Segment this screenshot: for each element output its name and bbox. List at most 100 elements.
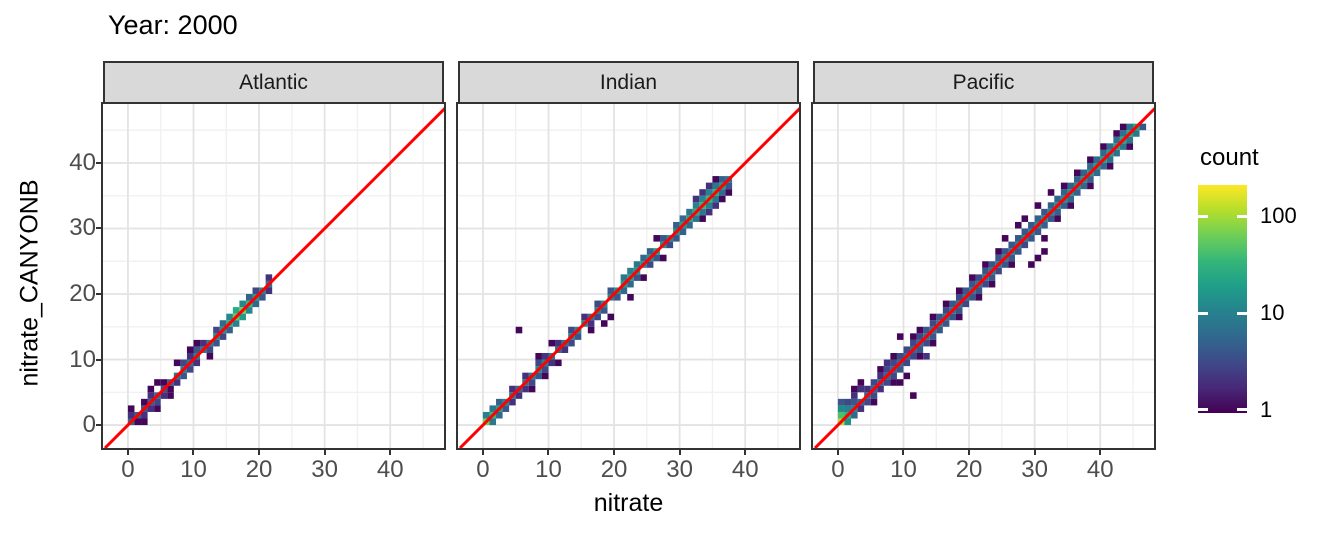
bin-rect [200,339,207,347]
bin-rect [587,326,595,334]
bin-rect [193,346,201,353]
bin-rect [1034,228,1042,236]
x-tick-label: 30 [311,456,338,483]
bin-rect [1087,182,1094,190]
x-tick-mark [258,448,261,455]
bin-rect [929,333,937,340]
bin-rect [1008,261,1015,268]
x-axis-title: nitrate [593,489,664,517]
bin-rect [877,385,884,393]
bin-rect [1126,136,1134,144]
bin-rect [903,346,911,353]
bin-rect [929,320,937,327]
bin-rect [1034,215,1042,222]
x-tick-label: 10 [180,456,207,483]
bin-rect [154,398,161,406]
bin-rect [1067,195,1074,203]
bin-rect [607,313,615,321]
bin-rect [1093,169,1101,177]
x-tick-mark [547,448,550,455]
bin-rect [712,195,719,203]
bin-rect [147,392,155,399]
bin-rect [541,352,549,360]
bin-rect [851,398,858,406]
bin-rect [995,254,1002,262]
bin-rect [659,254,667,262]
bin-rect [725,189,733,196]
bin-rect [923,339,930,347]
bin-rect [607,287,615,295]
bin-rect [699,195,706,203]
bin-rect [259,294,266,301]
bin-rect [955,287,963,295]
bin-rect [1060,189,1068,196]
bin-rect [942,300,950,308]
bin-rect [1041,248,1048,255]
x-tick-label: 10 [535,456,562,483]
bin-rect [686,208,693,216]
bin-rect [167,385,174,393]
bin-rect [1028,261,1035,268]
bin-rect [1087,162,1094,170]
bin-rect [1100,149,1107,157]
bin-rect [883,359,891,367]
bin-rect [955,294,963,301]
x-tick-mark [1099,448,1102,455]
bin-rect [692,202,700,209]
bin-rect [699,208,706,216]
bin-rect [666,241,674,249]
bin-rect [870,379,878,386]
bin-rect [627,294,634,301]
x-tick-mark [902,448,905,455]
bin-rect [988,280,996,288]
bin-rect [587,320,595,327]
bin-rect [910,352,917,360]
bin-rect [1119,123,1127,131]
bin-rect [1054,208,1061,216]
bin-rect [141,398,148,406]
bin-rect [1047,215,1055,222]
bin-rect [252,287,260,295]
bin-rect [568,326,575,334]
bin-rect [1139,123,1147,131]
bin-rect [555,339,562,347]
x-tick-mark [836,448,839,455]
bin-rect [541,372,549,380]
bin-rect [265,274,273,281]
facet-strip-label: Pacific [952,70,1015,94]
identity-line [458,107,799,448]
bin-rect [653,235,660,242]
bin-rect [1100,143,1107,150]
facet-strip-atlantic: Atlantic [103,61,444,104]
bin-rect [206,346,214,353]
facet-panel-atlantic [101,102,446,450]
legend-title: count [1200,144,1259,171]
y-tick-mark [96,358,103,361]
x-tick-label: 40 [1086,456,1114,483]
x-tick-mark [744,448,747,455]
bin-rect [640,254,647,262]
bin-rect [627,267,634,275]
bin-rect [1008,241,1015,249]
bin-rect [594,300,601,308]
x-tick-label: 10 [890,456,917,483]
facet-strip-indian: Indian [458,61,799,104]
legend-tick-mark [1198,311,1208,315]
bin-rect [141,418,148,426]
bin-rect [837,411,845,419]
bin-rect [627,280,634,288]
bin-rect [239,313,246,321]
y-tick-mark [96,227,103,230]
bin-rect [864,385,871,393]
y-tick-label: 30 [69,214,96,242]
bin-rect [864,398,871,406]
bin-rect [186,352,194,360]
bin-rect [857,385,865,393]
panel-canvas [458,104,799,448]
x-tick-label: 0 [121,456,135,483]
bin-rect [949,300,956,308]
bin-rect [535,352,542,360]
facet-panel-indian [456,102,801,450]
bin-rect [193,359,201,367]
